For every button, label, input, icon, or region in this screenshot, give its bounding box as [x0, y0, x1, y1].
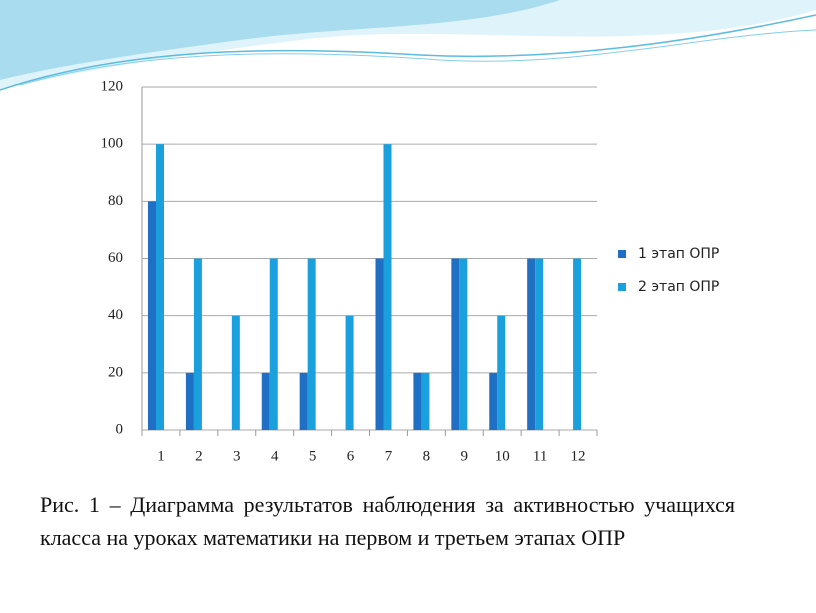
bar	[231, 315, 240, 430]
wave	[0, 0, 560, 80]
x-tick-label: 7	[385, 448, 393, 464]
legend-swatch	[618, 250, 626, 258]
bar	[299, 372, 308, 430]
bar	[459, 258, 468, 430]
x-tick-label: 10	[495, 448, 510, 464]
bar	[185, 372, 194, 430]
bar	[345, 315, 354, 430]
x-tick-label: 3	[233, 448, 241, 464]
bar	[489, 372, 498, 430]
bar	[307, 258, 316, 430]
bar	[193, 258, 202, 430]
x-tick-label: 9	[461, 448, 469, 464]
bar	[451, 258, 460, 430]
bar	[527, 258, 536, 430]
caption: Рис. 1 – Диаграмма результатов наблюдени…	[40, 492, 735, 550]
legend-label: 1 этап ОПР	[638, 246, 719, 262]
x-tick-label: 8	[423, 448, 431, 464]
y-tick-label: 20	[108, 364, 123, 380]
wave-line	[19, 29, 816, 86]
bar	[497, 315, 506, 430]
y-tick-label: 40	[108, 307, 123, 323]
x-tick-label: 11	[533, 448, 547, 464]
bar	[383, 144, 392, 430]
legend-label: 2 этап ОПР	[638, 279, 719, 295]
y-tick-label: 80	[108, 193, 123, 209]
bar	[421, 372, 430, 430]
y-tick-label: 0	[116, 421, 124, 437]
bar	[148, 201, 156, 430]
x-tick-label: 12	[571, 448, 586, 464]
y-tick-label: 120	[101, 78, 124, 94]
x-tick-label: 1	[157, 448, 165, 464]
x-tick-label: 5	[309, 448, 317, 464]
bar	[261, 372, 270, 430]
y-tick-label: 60	[108, 250, 123, 266]
wave-line	[0, 14, 816, 91]
bar	[413, 372, 422, 430]
bar	[269, 258, 278, 430]
x-tick-label: 4	[271, 448, 279, 464]
bar	[573, 258, 582, 430]
bar	[535, 258, 544, 430]
y-tick-label: 100	[101, 136, 124, 152]
x-tick-label: 2	[195, 448, 203, 464]
x-tick-label: 6	[347, 448, 355, 464]
bar	[375, 258, 384, 430]
legend-swatch	[618, 283, 626, 291]
bar	[156, 144, 164, 430]
